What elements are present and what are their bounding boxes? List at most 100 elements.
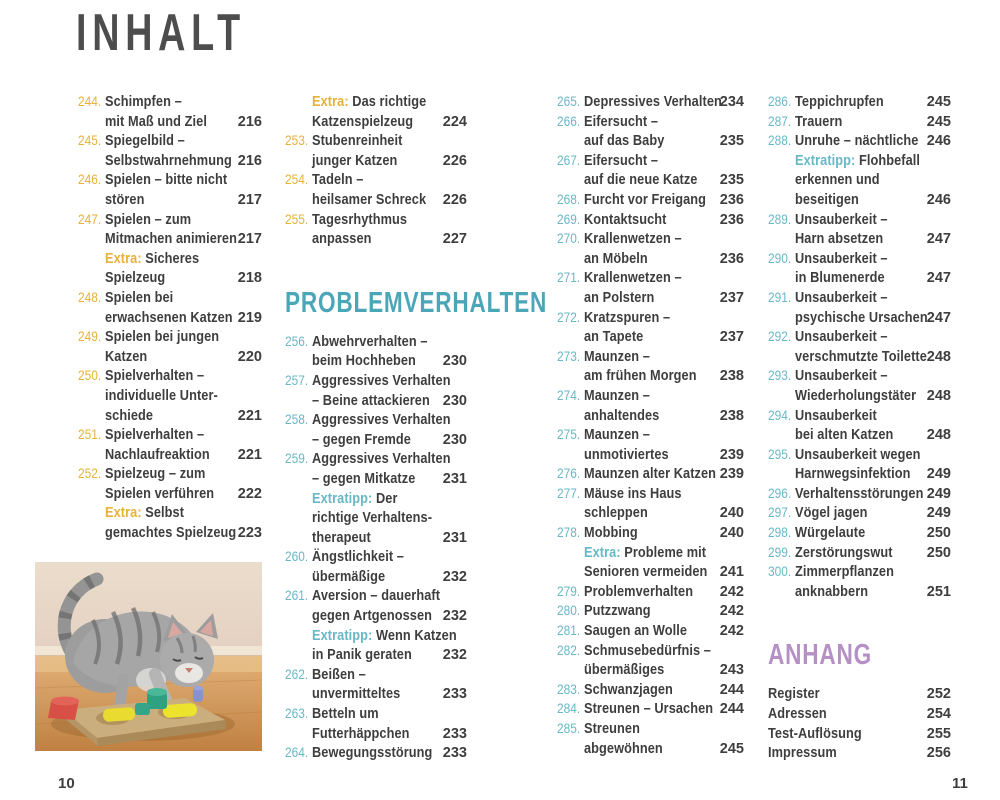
entry-number: 284.	[557, 700, 581, 717]
entry-title: an Tapete	[584, 328, 644, 346]
entry-title: Maunzen –	[584, 347, 651, 365]
entry-page-number: 255	[926, 725, 951, 742]
entry-title: beseitigen	[795, 190, 859, 208]
entry-number: 248.	[78, 288, 102, 305]
toc-line: 284. Streunen – Ursachen 244	[557, 699, 744, 719]
toc-line: psychische Ursachen 247	[768, 308, 951, 328]
toc-line: 256. Abwehrverhalten –	[285, 332, 467, 352]
entry-number: 251.	[78, 426, 102, 443]
entry-page-number: 247	[926, 309, 951, 326]
toc-line: Selbstwahrnehmung 216	[78, 151, 262, 171]
toc-line: übermäßiges 243	[557, 660, 744, 680]
toc-line: 277. Mäuse ins Haus	[557, 484, 744, 504]
entry-page-number: 235	[719, 172, 744, 189]
entry-title: auf das Baby	[584, 132, 665, 150]
entry-page-number: 256	[926, 745, 951, 762]
entry-title: Spielen bei jungen	[105, 328, 220, 346]
entry-title: gegen Artgenossen	[312, 607, 432, 625]
cat-puzzle-photo-illustration	[35, 562, 262, 751]
toc-line: 254. Tadeln –	[285, 170, 467, 190]
entry-number: 290.	[768, 249, 792, 266]
toc-line: in Panik geraten 232	[285, 645, 467, 665]
entry-page-number: 241	[719, 564, 744, 581]
entry-title: Extra: Sicheres	[105, 249, 200, 267]
entry-page-number: 237	[719, 289, 744, 306]
toc-line: 296. Verhaltensstörungen 249	[768, 484, 951, 504]
entry-number: 276.	[557, 465, 581, 482]
toc-line: 279. Problemverhalten 242	[557, 582, 744, 602]
toc-line: schleppen 240	[557, 503, 744, 523]
toc-line: 257. Aggressives Verhalten	[285, 371, 467, 391]
toc-line: Extratipp: Flohbefall	[768, 151, 951, 171]
entry-number: 271.	[557, 269, 581, 286]
entry-page-number: 235	[719, 133, 744, 150]
toc-line: 266. Eifersucht –	[557, 112, 744, 132]
entry-page-number: 249	[926, 505, 951, 522]
entry-number: 288.	[768, 132, 792, 149]
toc-line: 263. Betteln um	[285, 704, 467, 724]
entry-title: Spielen – zum	[105, 210, 192, 228]
toc-line: unmotiviertes 239	[557, 445, 744, 465]
entry-page-number: 245	[926, 94, 951, 110]
entry-page-number: 244	[719, 701, 744, 718]
entry-page-number: 232	[442, 568, 467, 585]
entry-number: 258.	[285, 411, 309, 428]
toc-line: Impressum 256	[768, 743, 951, 763]
entry-page-number: 245	[719, 740, 744, 757]
toc-line: 283. Schwanzjagen 244	[557, 680, 744, 700]
entry-number: 297.	[768, 504, 792, 521]
toc-column-3: 265. Depressives Verhalten 234 266. Eifersuc…	[557, 92, 744, 758]
entry-page-number: 242	[719, 623, 744, 640]
entry-title: Spiegelbild –	[105, 132, 186, 150]
toc-line: 281. Saugen an Wolle 242	[557, 621, 744, 641]
toc-line: 246. Spielen – bitte nicht	[78, 170, 262, 190]
entry-title: an Polstern	[584, 288, 655, 306]
toc-line: junger Katzen 226	[285, 151, 467, 171]
entry-title: schiede	[105, 406, 154, 424]
toc-line: 259. Aggressives Verhalten	[285, 449, 467, 469]
entry-number: 266.	[557, 112, 581, 129]
toc-line: 272. Kratzspuren –	[557, 308, 744, 328]
entry-title: Unsauberkeit –	[795, 328, 888, 346]
entry-title: stören	[105, 190, 145, 208]
toc-line: abgewöhnen 245	[557, 739, 744, 759]
entry-page-number: 218	[237, 270, 262, 287]
entry-page-number: 230	[442, 392, 467, 409]
entry-page-number: 232	[442, 647, 467, 664]
entry-page-number: 226	[442, 152, 467, 169]
entry-title: Unsauberkeit –	[795, 210, 888, 228]
entry-title: Stubenreinheit	[312, 132, 403, 150]
toc-line: 289. Unsauberkeit –	[768, 210, 951, 230]
entry-number: 265.	[557, 93, 581, 109]
entry-title: Maunzen –	[584, 426, 651, 444]
entry-number: 254.	[285, 171, 309, 188]
entry-title: Spielen – bitte nicht	[105, 171, 228, 189]
entry-title: – gegen Mitkatze	[312, 469, 416, 487]
entry-title: Putzzwang	[584, 602, 651, 620]
entry-title: Extratipp: Wenn Katzen	[312, 626, 457, 644]
entry-title: Aggressives Verhalten	[312, 411, 451, 429]
entry-page-number: 234	[719, 94, 744, 110]
entry-title: anpassen	[312, 230, 372, 248]
toc-line: an Möbeln 236	[557, 249, 744, 269]
toc-line: gegen Artgenossen 232	[285, 606, 467, 626]
entry-title: anknabbern	[795, 582, 869, 600]
entry-title: Mitmachen animieren	[105, 230, 237, 248]
toc-line: Extra: Selbst	[78, 503, 262, 523]
entry-title: Spielzeug – zum	[105, 465, 206, 483]
entry-title: an Möbeln	[584, 249, 648, 267]
entry-page-number: 248	[926, 387, 951, 404]
entry-number: 264.	[285, 744, 309, 761]
entry-title: junger Katzen	[312, 151, 398, 169]
toc-line: Adressen 254	[768, 704, 951, 724]
entry-number: 293.	[768, 367, 792, 384]
entry-title: Selbstwahrnehmung	[105, 151, 232, 169]
toc-line: 267. Eifersucht –	[557, 151, 744, 171]
entry-number: 296.	[768, 484, 792, 501]
entry-page-number: 248	[926, 427, 951, 444]
toc-line: 270. Krallenwetzen –	[557, 229, 744, 249]
toc-line: Senioren vermeiden 241	[557, 562, 744, 582]
toc-column-4: 286. Teppichrupfen 245 287. Trauern 245 288. Un…	[768, 92, 951, 763]
entry-title: Spielverhalten –	[105, 367, 205, 385]
entry-number: 269.	[557, 210, 581, 227]
